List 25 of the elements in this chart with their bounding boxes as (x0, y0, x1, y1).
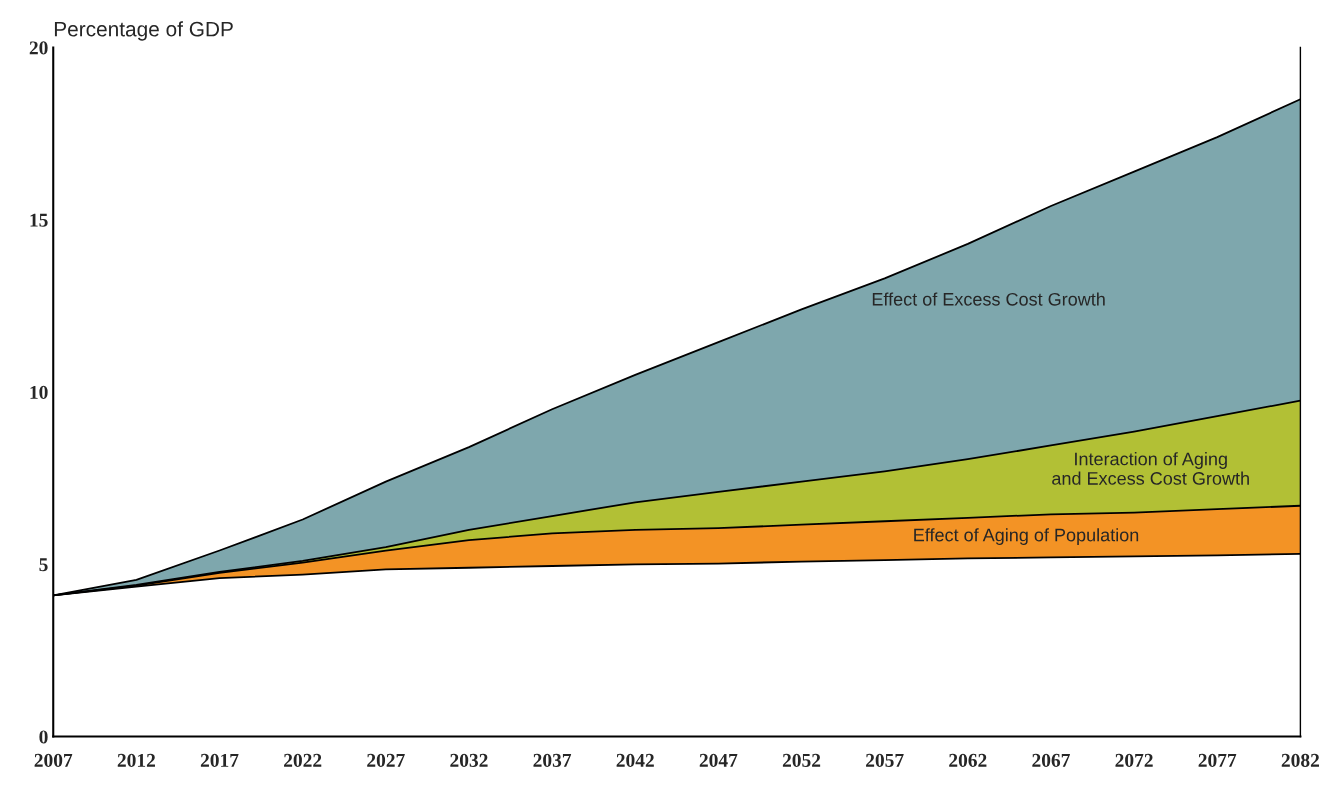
x-tick-label: 2027 (367, 753, 405, 767)
x-tick-label: 2077 (1198, 753, 1237, 767)
x-tick-label: 2012 (117, 753, 155, 767)
series-label: Interaction of Aging and Excess Cost Growth (1052, 452, 1249, 485)
x-tick-label: 2062 (949, 753, 987, 767)
y-tick-label: 15 (30, 213, 48, 227)
x-tick-label: 2047 (699, 753, 738, 767)
x-tick-label: 2052 (782, 753, 821, 767)
y-axis-title: Percentage of GDP (54, 21, 233, 41)
x-tick-label: 2007 (34, 753, 73, 767)
x-tick-label: 2042 (616, 753, 654, 767)
x-tick-label: 2067 (1032, 753, 1070, 767)
x-tick-label: 2017 (200, 753, 239, 767)
x-tick-label: 2082 (1281, 753, 1319, 767)
x-tick-label: 2022 (284, 753, 322, 767)
y-tick-label: 10 (30, 385, 48, 399)
x-tick-label: 2072 (1115, 753, 1153, 767)
y-tick-label: 0 (39, 730, 48, 744)
y-tick-label: 20 (29, 41, 48, 55)
x-tick-label: 2037 (533, 753, 572, 767)
y-tick-label: 5 (39, 558, 48, 572)
series-label: Effect of Excess Cost Growth (872, 292, 1105, 306)
series-label: Effect of Aging of Population (914, 528, 1139, 545)
x-tick-label: 2032 (450, 753, 488, 767)
x-tick-label: 2057 (866, 753, 904, 767)
